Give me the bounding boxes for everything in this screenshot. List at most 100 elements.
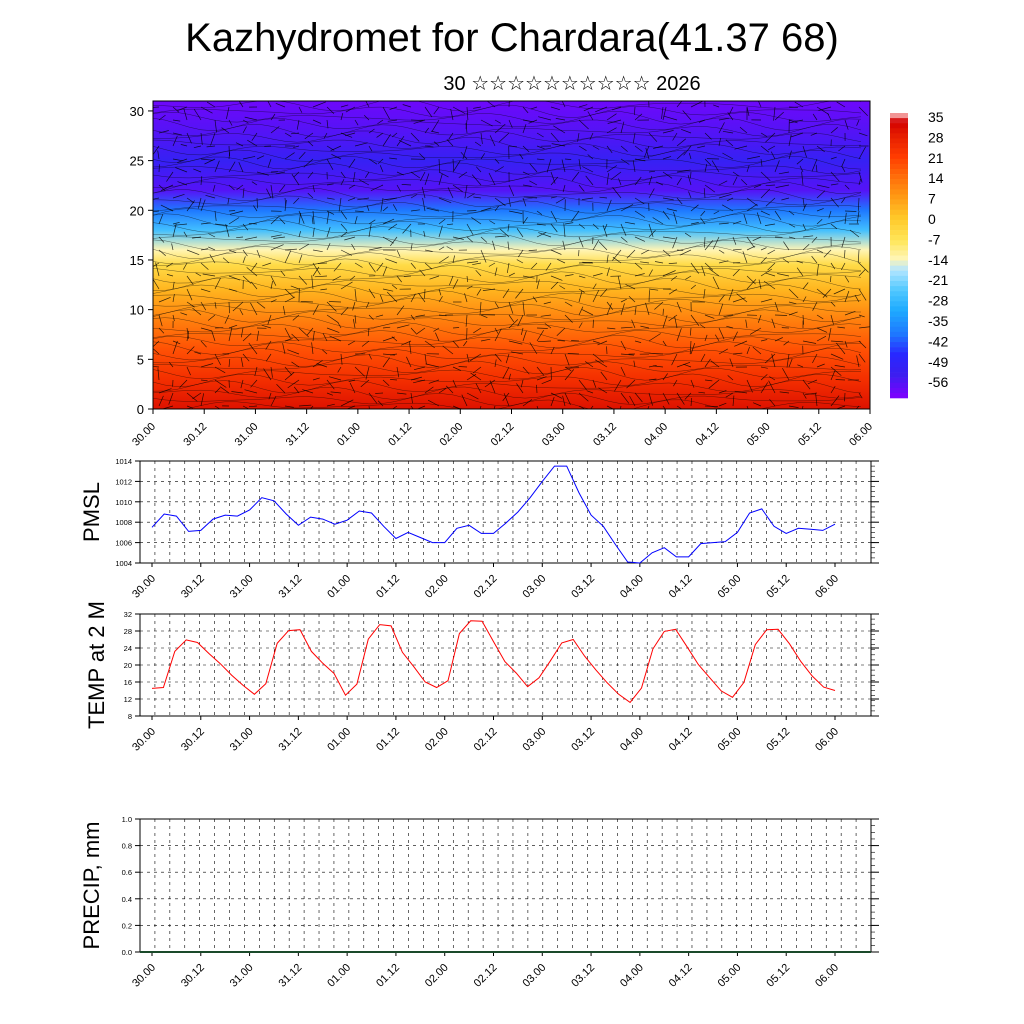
wind-vector — [604, 223, 608, 231]
wind-vector — [236, 184, 244, 191]
wind-vector — [670, 275, 678, 281]
wind-vector — [564, 392, 571, 405]
wind-vector — [225, 223, 230, 238]
wind-vector — [192, 236, 202, 239]
wind-vector — [777, 273, 790, 277]
wind-vector — [807, 379, 818, 385]
wind-vector — [424, 249, 433, 252]
y-axis-label: TEMP at 2 M — [84, 601, 109, 729]
wind-vector — [718, 180, 728, 186]
wind-vector — [382, 206, 389, 212]
wind-vector — [390, 353, 398, 356]
wind-vector — [438, 288, 442, 296]
wind-vector — [551, 143, 566, 147]
wind-vector — [312, 249, 323, 253]
wind-vector — [494, 327, 499, 334]
wind-vector — [377, 119, 384, 125]
xtick-label: 04.12 — [667, 573, 695, 601]
wind-vector — [316, 363, 328, 368]
xtick-label: 05.00 — [716, 573, 744, 601]
wind-vector — [382, 326, 391, 329]
wind-vector — [298, 275, 308, 285]
wind-vector — [466, 285, 473, 290]
wind-vector — [844, 212, 847, 225]
wind-vector — [856, 119, 860, 126]
wind-vector — [703, 288, 706, 299]
wind-vector — [494, 158, 500, 164]
wind-vector — [788, 301, 797, 305]
wind-vector — [704, 158, 712, 166]
wind-vector — [710, 360, 720, 368]
wind-vector — [410, 392, 413, 404]
wind-vector — [662, 130, 674, 134]
wind-vector — [830, 183, 839, 186]
contour-line — [153, 265, 862, 278]
colorbar-swatch — [890, 311, 908, 317]
wind-vector — [746, 275, 756, 285]
wind-vector — [385, 258, 398, 264]
wind-vector — [587, 154, 594, 160]
colorbar-swatch — [890, 214, 908, 221]
xtick-label: 01.00 — [325, 573, 353, 601]
wind-vector — [523, 196, 538, 199]
colorbar-swatch — [890, 240, 908, 246]
wind-vector — [256, 249, 261, 258]
wind-vector — [158, 395, 164, 407]
colorbar-swatch — [890, 326, 908, 333]
wind-vector — [571, 210, 580, 222]
wind-vector — [617, 276, 622, 290]
wind-vector — [208, 233, 216, 238]
wind-vector — [200, 222, 211, 225]
wind-vector — [326, 392, 334, 396]
colorbar-swatch — [890, 194, 908, 200]
wind-vector — [729, 358, 734, 368]
xtick-label: 04.00 — [618, 962, 646, 990]
contour-line — [153, 137, 862, 151]
wind-vector — [438, 171, 449, 178]
xtick-label: 06.00 — [813, 962, 841, 990]
wind-vector — [830, 353, 844, 360]
wind-vector — [214, 223, 228, 226]
wind-vector — [253, 205, 258, 212]
wind-vector — [811, 255, 818, 264]
wind-vector — [279, 184, 286, 193]
wind-vector — [340, 353, 343, 365]
wind-vector — [816, 208, 824, 212]
wind-vector — [628, 296, 636, 303]
wind-vector — [270, 366, 273, 378]
wind-vector — [192, 392, 202, 400]
heatmap-field — [153, 101, 870, 409]
wind-vector — [344, 132, 356, 137]
wind-vector — [666, 208, 678, 212]
wind-vector — [746, 236, 755, 248]
wind-vector — [648, 290, 650, 303]
wind-vector — [298, 106, 303, 113]
wind-vector — [530, 106, 538, 110]
wind-vector — [620, 204, 634, 212]
wind-vector — [760, 256, 767, 264]
wind-vector — [790, 132, 804, 138]
heatmap-xtick-label: 04.12 — [694, 421, 722, 449]
wind-vector — [340, 171, 346, 179]
wind-vector — [267, 101, 272, 108]
wind-vector — [466, 392, 479, 400]
wind-vector — [811, 236, 818, 243]
wind-vector — [175, 167, 188, 173]
wind-vector — [494, 123, 506, 134]
wind-vector — [186, 132, 192, 144]
wind-vector — [193, 108, 202, 121]
ytick-label: 8 — [128, 712, 132, 721]
wind-vector — [153, 106, 160, 108]
wind-vector — [427, 399, 440, 407]
wind-vector — [578, 322, 583, 329]
wind-vector — [326, 242, 331, 251]
colorbar-swatch — [890, 235, 908, 241]
wind-vector — [424, 106, 433, 118]
wind-vector — [160, 184, 174, 191]
wind-vector — [550, 396, 555, 407]
wind-vector — [419, 171, 426, 182]
wind-vector — [228, 119, 233, 126]
wind-vector — [193, 145, 202, 149]
wind-vector — [590, 405, 594, 409]
wind-vector — [177, 158, 188, 163]
